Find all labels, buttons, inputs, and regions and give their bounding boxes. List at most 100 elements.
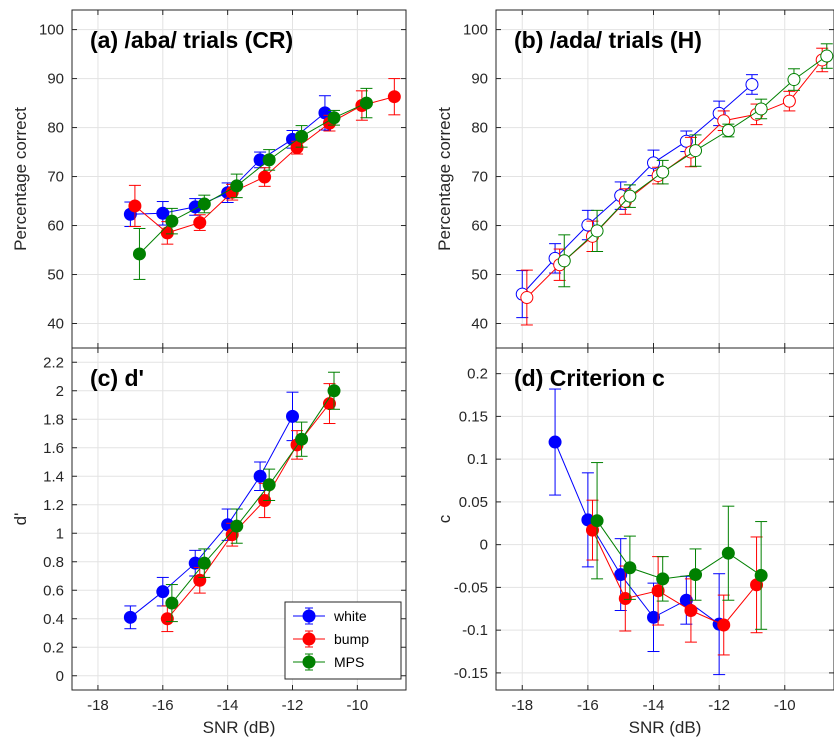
- panel-b: 40 50 60 70 80 90 100 Percentage correct (b) /ad…: [435, 9, 834, 349]
- data-point-MPS: [590, 224, 604, 238]
- y-tick-label: 90: [47, 71, 64, 88]
- data-point-MPS: [557, 254, 571, 268]
- data-point-bump: [684, 603, 698, 617]
- data-point-MPS: [262, 478, 276, 492]
- series-bump: [585, 499, 764, 656]
- data-point-MPS: [295, 129, 309, 143]
- series-line-white: [521, 84, 753, 295]
- data-point-MPS: [721, 546, 735, 560]
- data-point-white: [647, 156, 661, 170]
- y-tick-label: 1.4: [43, 468, 64, 485]
- y-tick-label: 1.8: [43, 411, 64, 428]
- legend-label: white: [333, 608, 367, 624]
- data-point-bump: [520, 291, 534, 305]
- x-tick-label: -10: [347, 697, 369, 714]
- y-axis-label: Percentage correct: [435, 107, 454, 251]
- data-point-MPS: [165, 596, 179, 610]
- x-tick-label: -18: [87, 697, 109, 714]
- grid-b: [496, 10, 834, 348]
- data-point-white: [745, 77, 759, 91]
- data-point-bump: [387, 90, 401, 104]
- plot-area-b: [515, 43, 834, 326]
- data-point-MPS: [197, 197, 211, 211]
- grid-d: [496, 348, 834, 690]
- data-point-bump: [651, 584, 665, 598]
- y-tick-label: 0: [480, 537, 488, 554]
- axes-box-b: [495, 9, 834, 349]
- y-tick-label: 0.6: [43, 582, 64, 599]
- data-point-MPS: [689, 144, 703, 158]
- series-bump: [160, 383, 336, 633]
- legend-entry-white: white: [293, 607, 367, 625]
- data-point-bump: [193, 216, 207, 230]
- panel-title-a: (a) /aba/ trials (CR): [90, 27, 293, 53]
- data-point-MPS: [327, 384, 341, 398]
- data-point-MPS: [197, 556, 211, 570]
- y-axis-label: c: [435, 514, 454, 523]
- x-tick-label: -16: [152, 697, 174, 714]
- axes-box-c: [71, 347, 407, 691]
- data-point-MPS: [623, 189, 637, 203]
- legend: white bump MPS: [284, 601, 402, 680]
- y-tick-label: 2: [56, 383, 64, 400]
- series-line-white: [130, 416, 293, 618]
- axes-box-d: [495, 347, 834, 691]
- data-point-white: [614, 568, 628, 582]
- legend-marker: [302, 609, 316, 623]
- y-tick-label: 1.2: [43, 497, 64, 514]
- series-MPS: [132, 87, 373, 280]
- data-point-white: [156, 585, 170, 599]
- x-tick-label: -14: [217, 697, 239, 714]
- data-point-MPS: [656, 572, 670, 586]
- y-tick-label: 0.2: [467, 366, 488, 383]
- y-tick-label: 0: [56, 668, 64, 685]
- y-tick-label: 50: [47, 267, 64, 284]
- data-point-MPS: [230, 179, 244, 193]
- y-tick-label: 1.6: [43, 440, 64, 457]
- legend-entry-bump: bump: [293, 630, 369, 648]
- data-point-MPS: [590, 514, 604, 528]
- y-tick-label: 0.2: [43, 639, 64, 656]
- series-line-MPS: [596, 520, 762, 580]
- data-point-bump: [128, 199, 142, 213]
- y-tick-label: 60: [471, 218, 488, 235]
- data-point-MPS: [165, 214, 179, 228]
- data-point-white: [123, 610, 137, 624]
- y-tick-label: 50: [471, 267, 488, 284]
- data-point-bump: [258, 170, 272, 184]
- x-tick-label: -18: [511, 697, 533, 714]
- plot-area-d: [548, 388, 768, 676]
- data-point-MPS: [262, 153, 276, 167]
- series-line-bump: [526, 59, 823, 298]
- panel-title-b: (b) /ada/ trials (H): [514, 27, 702, 53]
- series-white: [123, 391, 300, 630]
- series-line-white: [554, 441, 720, 625]
- data-point-MPS: [230, 519, 244, 533]
- y-tick-label: -0.05: [454, 579, 488, 596]
- y-tick-label: 0.05: [459, 494, 488, 511]
- series-MPS: [165, 371, 341, 623]
- x-axis-label: SNR (dB): [629, 718, 702, 737]
- series-bump: [128, 78, 401, 245]
- data-point-MPS: [623, 561, 637, 575]
- series-line-bump: [592, 529, 757, 626]
- data-point-MPS: [359, 96, 373, 110]
- data-point-MPS: [689, 568, 703, 582]
- x-tick-label: -10: [774, 697, 796, 714]
- panel-c: 0 0.2 0.4 0.6 0.8 1 1.2 1.4 1.6 1.8 2 2.2 -18 -16 -14 -…: [11, 347, 407, 737]
- legend-label: MPS: [334, 654, 364, 670]
- grid-a: [72, 10, 406, 348]
- data-point-bump: [160, 226, 174, 240]
- legend-entry-MPS: MPS: [293, 653, 364, 671]
- y-tick-label: 80: [471, 120, 488, 137]
- data-point-MPS: [787, 73, 801, 87]
- panel-title-c: (c) d': [90, 365, 144, 391]
- x-axis-label: SNR (dB): [203, 718, 276, 737]
- plot-area-a: [123, 78, 401, 280]
- data-point-MPS: [721, 124, 735, 138]
- data-point-MPS: [656, 165, 670, 179]
- x-tick-label: -14: [643, 697, 665, 714]
- data-point-bump: [782, 94, 796, 108]
- legend-marker: [302, 632, 316, 646]
